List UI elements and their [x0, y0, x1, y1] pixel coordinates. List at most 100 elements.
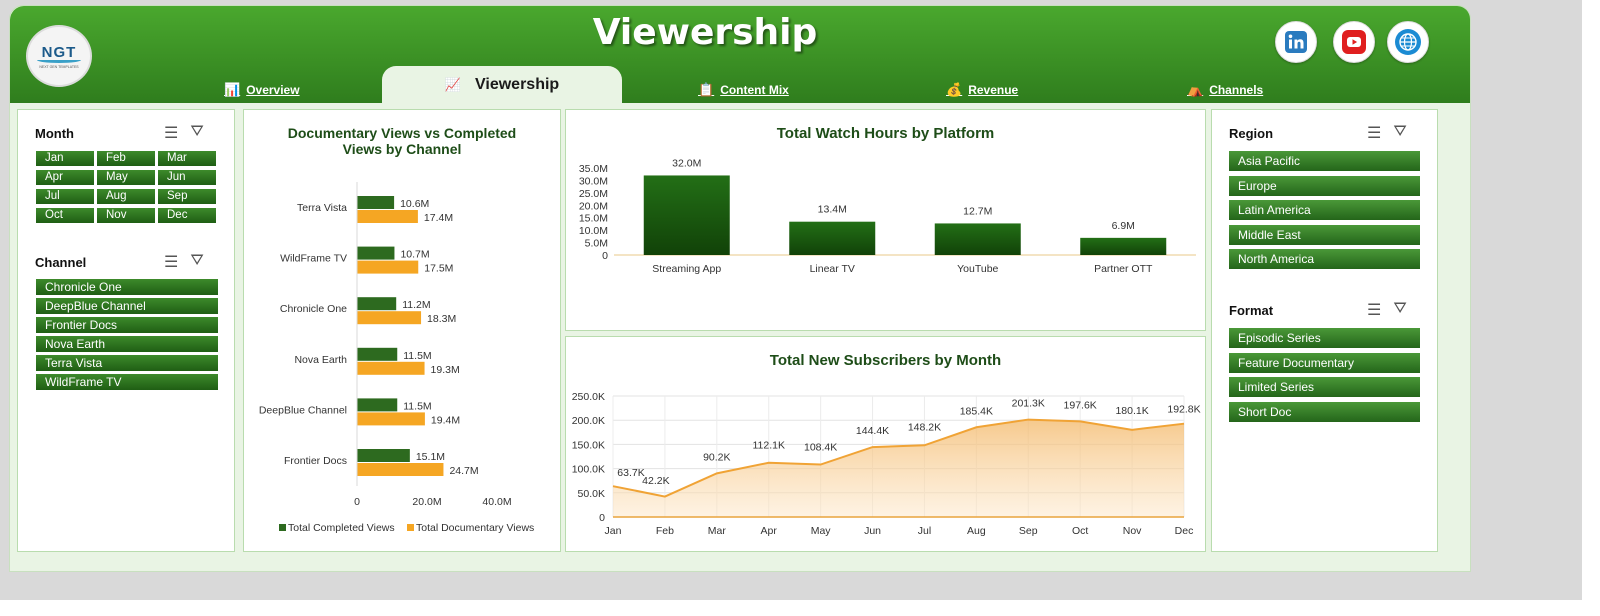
region-option[interactable]: Middle East: [1229, 224, 1420, 245]
month-option-may[interactable]: May: [97, 170, 155, 185]
channel-option[interactable]: DeepBlue Channel: [36, 298, 218, 314]
month-option-feb[interactable]: Feb: [97, 151, 155, 166]
format-option[interactable]: Limited Series: [1229, 377, 1420, 398]
month-option-sep[interactable]: Sep: [158, 189, 216, 204]
page-title: Viewership: [592, 12, 818, 53]
y-tick-label: 150.0K: [572, 439, 605, 451]
multi-select-icon[interactable]: ☰: [164, 254, 179, 271]
tab-channels[interactable]: ⛺ Channels: [1187, 77, 1263, 103]
tab-overview[interactable]: 📊 Overview: [224, 77, 300, 103]
line-chart-icon: 📈: [444, 76, 461, 92]
region-slicer-title: Region: [1229, 126, 1274, 141]
x-tick-label: Jul: [918, 525, 931, 537]
region-option[interactable]: Asia Pacific: [1229, 151, 1420, 171]
x-tick-label: Partner OTT: [1094, 263, 1153, 275]
data-label: 63.7K: [617, 467, 644, 479]
channel-views-chart: Terra Vista 10.6M 17.4M WildFrame TV 10.7M 17…: [259, 182, 534, 534]
tab-content-mix[interactable]: 📋 Content Mix: [698, 77, 789, 103]
data-label: 32.0M: [672, 157, 701, 169]
data-label: 185.4K: [960, 405, 993, 417]
x-tick-label: 20.0M: [412, 496, 441, 508]
globe-icon[interactable]: [1387, 21, 1429, 63]
region-option[interactable]: North America: [1229, 249, 1420, 270]
channel-option[interactable]: Terra Vista: [36, 355, 218, 371]
x-tick-label: Jan: [605, 525, 622, 537]
data-label: 108.4K: [804, 442, 837, 454]
data-label: 24.7M: [449, 465, 478, 477]
clear-filter-icon[interactable]: ⛛: [190, 123, 204, 140]
channel-views-chart-card: Documentary Views vs Completed Views by …: [243, 109, 561, 552]
format-option[interactable]: Episodic Series: [1229, 328, 1420, 348]
data-label: 180.1K: [1115, 405, 1148, 417]
x-tick-label: Streaming App: [652, 263, 721, 275]
channel-option[interactable]: Frontier Docs: [36, 317, 218, 333]
tab-revenue[interactable]: 💰 Revenue: [946, 77, 1018, 103]
category-label: WildFrame TV: [280, 253, 347, 265]
y-tick-label: 5.0M: [585, 238, 608, 250]
channel-option[interactable]: Chronicle One: [36, 279, 218, 295]
multi-select-icon[interactable]: ☰: [1367, 302, 1382, 319]
legend-swatch: [407, 524, 414, 531]
data-label: 15.1M: [416, 451, 445, 463]
dashboard: NGT NEXT GEN TEMPLATES Viewership 📊 Over…: [9, 5, 1471, 572]
chart-title: Total New Subscribers by Month: [769, 352, 1002, 369]
clear-filter-icon[interactable]: ⛛: [190, 252, 204, 269]
data-label: 192.8K: [1167, 404, 1200, 416]
multi-select-icon[interactable]: ☰: [1367, 125, 1382, 142]
month-option-apr[interactable]: Apr: [36, 170, 94, 185]
y-tick-label: 50.0K: [578, 488, 605, 500]
month-option-aug[interactable]: Aug: [97, 189, 155, 204]
channel-option[interactable]: WildFrame TV: [36, 374, 218, 390]
region-slicer-tools: ☰ ⛛: [1367, 123, 1407, 143]
data-label: 11.2M: [402, 299, 430, 311]
y-tick-label: 10.0M: [579, 225, 608, 237]
data-label: 17.4M: [424, 212, 453, 224]
data-label: 18.3M: [427, 313, 456, 325]
documentary-views-bar: [357, 463, 444, 476]
data-label: 13.4M: [818, 204, 847, 216]
x-tick-label: May: [811, 525, 832, 537]
x-tick-label: Oct: [1072, 525, 1088, 537]
format-option[interactable]: Short Doc: [1229, 401, 1420, 422]
month-option-jan[interactable]: Jan: [36, 151, 94, 166]
month-option-dec[interactable]: Dec: [158, 208, 216, 223]
watch-hours-chart-card: Total Watch Hours by Platform 0 5.0M 10.0M…: [565, 109, 1206, 331]
data-label: 42.2K: [642, 475, 669, 487]
month-option-nov[interactable]: Nov: [97, 208, 155, 223]
region-option[interactable]: Europe: [1229, 175, 1420, 196]
watch-hours-bar: [789, 221, 876, 255]
multi-select-icon[interactable]: ☰: [164, 125, 179, 142]
y-tick-label: 20.0M: [579, 200, 608, 212]
month-option-jun[interactable]: Jun: [158, 170, 216, 185]
format-option[interactable]: Feature Documentary: [1229, 352, 1420, 373]
header-bar: NGT NEXT GEN TEMPLATES Viewership 📊 Over…: [10, 6, 1470, 103]
watch-hours-bar: [1080, 237, 1167, 255]
linkedin-icon[interactable]: [1275, 21, 1317, 63]
data-label: 17.5M: [424, 263, 453, 275]
tent-icon: ⛺: [1187, 82, 1204, 97]
month-option-oct[interactable]: Oct: [36, 208, 94, 223]
format-slicer-title: Format: [1229, 303, 1274, 318]
clear-filter-icon[interactable]: ⛛: [1393, 123, 1407, 140]
completed-views-bar: [357, 196, 395, 209]
month-option-jul[interactable]: Jul: [36, 189, 94, 204]
clear-filter-icon[interactable]: ⛛: [1393, 300, 1407, 317]
region-option[interactable]: Latin America: [1229, 200, 1420, 221]
month-option-mar[interactable]: Mar: [158, 151, 216, 166]
x-tick-label: Aug: [967, 525, 986, 537]
youtube-icon[interactable]: [1333, 21, 1375, 63]
format-slicer-tools: ☰ ⛛: [1367, 300, 1407, 320]
y-tick-label: 100.0K: [572, 464, 605, 476]
tab-viewership[interactable]: 📈 Viewership: [382, 66, 622, 103]
watch-hours-bar: [934, 223, 1021, 255]
data-label: 10.7M: [400, 249, 429, 261]
channel-option[interactable]: Nova Earth: [36, 336, 218, 352]
tab-label: Revenue: [968, 83, 1019, 97]
x-tick-label: Mar: [708, 525, 727, 537]
data-label: 19.4M: [431, 414, 460, 426]
legend-label: Total Completed Views: [288, 522, 395, 534]
tab-label: Viewership: [475, 75, 560, 93]
subscribers-area: [613, 419, 1184, 517]
x-tick-label: Sep: [1019, 525, 1038, 537]
documentary-views-bar: [357, 311, 422, 325]
